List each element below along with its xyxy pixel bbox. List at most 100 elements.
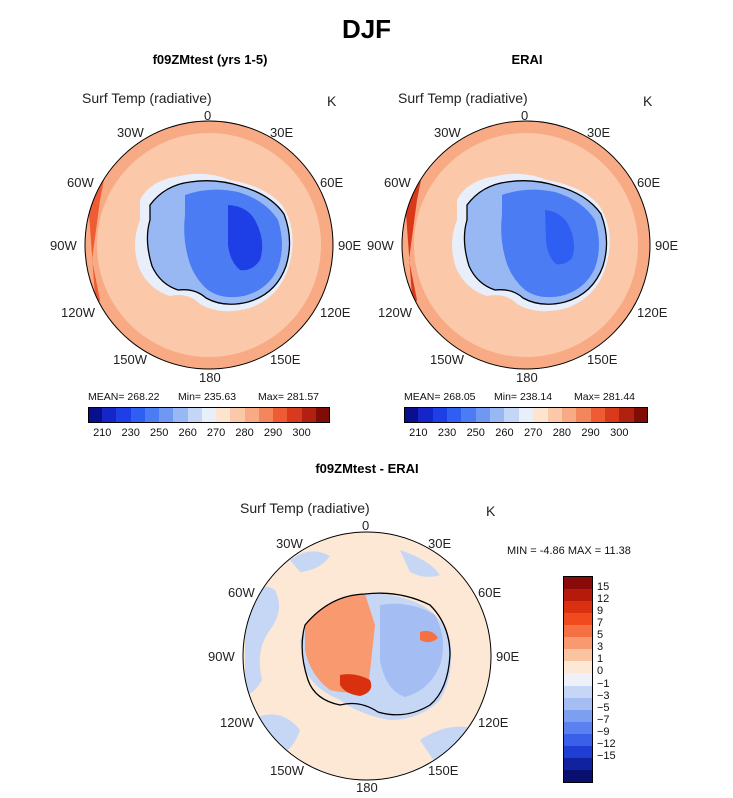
panel2-variable: Surf Temp (radiative) — [398, 90, 528, 106]
panel3-colorbar-label: 0 — [597, 665, 604, 678]
panel3-colorbar-swatch — [564, 649, 592, 662]
p1-lon-120e: 120E — [320, 305, 351, 320]
panel3-colorbar-label: 1 — [597, 653, 604, 666]
p1-lon-90w: 90W — [50, 238, 77, 253]
panel2-colorbar-swatch — [447, 407, 462, 423]
panel1-colorbar-label: 230 — [121, 427, 140, 439]
panel1-colorbar-label: 250 — [149, 427, 169, 439]
panel1-colorbar-swatch — [102, 407, 117, 423]
p2-lon-90e: 90E — [655, 238, 679, 253]
panel2-colorbar-label: 280 — [552, 427, 572, 439]
panel3-colorbar-swatch — [564, 625, 592, 638]
p2-lon-150w: 150W — [430, 352, 464, 367]
p1-lon-0: 0 — [204, 108, 212, 123]
p3-lon-120e: 120E — [478, 715, 509, 730]
panel3-neg-east-antarctica — [380, 603, 444, 697]
panel3-colorbar-swatch — [564, 733, 592, 747]
panel2-colorbar-label: 260 — [495, 427, 514, 439]
panel1-colorbar-swatch — [273, 407, 288, 423]
p2-lon-30e: 30E — [587, 125, 611, 140]
panel3-colorbar-label: −3 — [597, 689, 610, 702]
panel3-colorbar-swatch — [564, 721, 592, 735]
panel3-pos-east-spot — [420, 630, 438, 643]
p1-lon-60w: 60W — [67, 175, 94, 190]
panel1-colorbar-swatch — [173, 407, 189, 423]
panel3-colorbar-swatch — [564, 673, 592, 687]
panel3-colorbar-swatch — [564, 601, 592, 614]
panel3-colorbar-label: 12 — [597, 593, 610, 606]
panel1-colorbar-swatch — [130, 407, 146, 423]
panel3-colorbar-label: −12 — [597, 737, 616, 750]
panel1-colorbar-swatch — [301, 407, 317, 423]
panel3-colorbar-swatch — [564, 637, 592, 650]
p3-lon-60w: 60W — [228, 585, 255, 600]
panel1-colorbar-swatch — [159, 407, 174, 423]
panel1-colorbar-swatch — [187, 407, 203, 423]
panel2-colorbar-frame — [404, 407, 648, 423]
panel3-neg-nw — [290, 551, 330, 572]
panel2-colorbar-label: 230 — [437, 427, 457, 439]
panel1-colorbar-swatch — [116, 407, 132, 423]
panel3-map-border — [242, 531, 492, 781]
panel3-title: f09ZMtest - ERAI — [315, 461, 419, 476]
panel2-units: K — [643, 93, 653, 109]
panel2-map-border — [401, 120, 651, 370]
panel1-colorbar-swatch — [216, 407, 231, 423]
panel2-colorbar — [404, 407, 649, 423]
panel2-colorbar-swatch — [561, 407, 577, 423]
p2-lon-0: 0 — [521, 108, 529, 123]
panel1-max: Max= 281.57 — [258, 391, 320, 403]
p2-lon-120w: 120W — [378, 305, 412, 320]
panel2-colorbar-label: 210 — [409, 427, 428, 439]
panel3-colorbar-label: 3 — [597, 641, 604, 654]
panel3-colorbar — [563, 576, 593, 783]
panel3-colorbar-ticks: 15 12 9 7 5 3 1 0 −1 −3 −5 −7 −9 −12 −15 — [597, 576, 637, 781]
panel1-colorbar-swatch — [88, 407, 103, 423]
panel1-title: f09ZMtest (yrs 1-5) — [152, 52, 268, 67]
panel2-colorbar-swatch — [490, 407, 505, 423]
panel3-colorbar-label: −7 — [597, 713, 610, 726]
panel1-colorbar-ticks: 210 230 250 260 270 280 290 300 — [88, 427, 330, 441]
panel2-colorbar-swatch — [619, 407, 635, 423]
panel2-max: Max= 281.44 — [574, 391, 636, 403]
panel3-colorbar-label: −9 — [597, 725, 610, 738]
panel2-title: ERAI — [511, 52, 543, 67]
panel3-colorbar-label: 15 — [597, 581, 610, 594]
panel1-colorbar-swatch — [230, 407, 246, 423]
panel2-colorbar-label: 290 — [581, 427, 600, 439]
panel1-variable: Surf Temp (radiative) — [82, 90, 212, 106]
panel3-colorbar-label: 5 — [597, 629, 604, 642]
panel2-colorbar-swatch — [576, 407, 592, 423]
panel2-mean: MEAN= 268.05 — [404, 391, 476, 403]
panel1-units: K — [327, 93, 337, 109]
panel3-colorbar-swatch — [564, 745, 592, 759]
panel1-colorbar-label: 290 — [263, 427, 283, 439]
p2-lon-90w: 90W — [367, 238, 394, 253]
panel1-colorbar-swatch — [201, 407, 217, 423]
panel3-neg-west — [245, 586, 279, 694]
p3-lon-30w: 30W — [276, 536, 303, 551]
p1-lon-60e: 60E — [320, 175, 344, 190]
panel3-colorbar-label: −1 — [597, 677, 610, 690]
panel3-colorbar-swatch — [564, 769, 592, 783]
panel3-colorbar-swatch — [564, 613, 592, 626]
panel2-colorbar-swatch — [461, 407, 477, 423]
panel1-map-border — [84, 120, 334, 370]
panel2-colorbar-swatch — [547, 407, 563, 423]
panel3-colorbar-swatch — [564, 757, 592, 771]
panel1-colorbar-label: 270 — [206, 427, 226, 439]
panel3-minmax: MIN = -4.86 MAX = 11.38 — [507, 545, 631, 557]
panel3-pos-hotspot — [340, 674, 372, 696]
p3-lon-150w: 150W — [270, 763, 304, 778]
panel1-min: Min= 235.63 — [178, 391, 237, 403]
panel2-colorbar-swatch — [533, 407, 549, 423]
panel2-colorbar-swatch — [633, 407, 649, 423]
p1-lon-120w: 120W — [61, 305, 95, 320]
p3-lon-30e: 30E — [428, 536, 452, 551]
p2-lon-60e: 60E — [637, 175, 661, 190]
panel1-colorbar-label: 280 — [235, 427, 254, 439]
panel3-units: K — [486, 503, 496, 519]
p2-lon-180: 180 — [516, 370, 538, 385]
